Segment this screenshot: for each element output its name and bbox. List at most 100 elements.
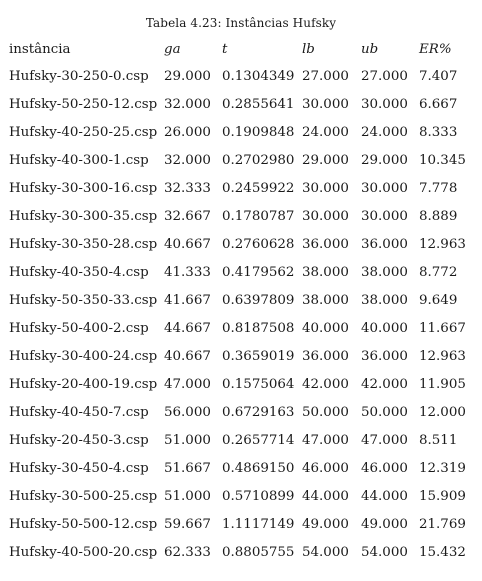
cell-ub: 30.000 xyxy=(361,208,408,224)
cell-t: 0.8805755 xyxy=(222,544,295,560)
cell-instancia: Hufsky-50-400-2.csp xyxy=(9,320,149,336)
cell-ga: 47.000 xyxy=(164,376,211,392)
cell-lb: 27.000 xyxy=(302,68,349,84)
cell-er-percent: 8.511 xyxy=(419,432,458,448)
cell-er-percent: 12.000 xyxy=(419,404,466,420)
cell-instancia: Hufsky-40-250-25.csp xyxy=(9,124,158,140)
cell-ub: 30.000 xyxy=(361,96,408,112)
cell-t: 0.6729163 xyxy=(222,404,295,420)
table-row: Hufsky-50-350-33.csp 41.667 0.6397809 38.00… xyxy=(9,286,469,314)
table-row: Hufsky-30-350-28.csp 40.667 0.2760628 36.00… xyxy=(9,230,469,258)
cell-ub: 24.000 xyxy=(361,124,408,140)
table-row: Hufsky-20-400-19.csp 47.000 0.1575064 42.00… xyxy=(9,370,469,398)
cell-t: 0.4869150 xyxy=(222,460,295,476)
cell-er-percent: 9.649 xyxy=(419,292,458,308)
cell-t: 0.1909848 xyxy=(222,124,295,140)
cell-ga: 59.667 xyxy=(164,516,211,532)
table-row: Hufsky-40-450-7.csp 56.000 0.6729163 50.000… xyxy=(9,398,469,426)
cell-ub: 38.000 xyxy=(361,264,408,280)
table-caption: Tabela 4.23: Instâncias Hufsky xyxy=(145,16,337,30)
cell-ga: 41.333 xyxy=(164,264,211,280)
cell-t: 0.1780787 xyxy=(222,208,295,224)
header-er-percent: ER% xyxy=(419,41,452,57)
cell-lb: 24.000 xyxy=(302,124,349,140)
cell-ga: 62.333 xyxy=(164,544,211,560)
cell-instancia: Hufsky-30-350-28.csp xyxy=(9,236,158,252)
cell-er-percent: 15.909 xyxy=(419,488,466,504)
table-row: Hufsky-30-250-0.csp 29.000 0.1304349 27.000… xyxy=(9,62,469,90)
table-row: Hufsky-40-250-25.csp 26.000 0.1909848 24.00… xyxy=(9,118,469,146)
cell-instancia: Hufsky-30-250-0.csp xyxy=(9,68,149,84)
cell-ga: 29.000 xyxy=(164,68,211,84)
cell-er-percent: 7.407 xyxy=(419,68,458,84)
cell-ub: 38.000 xyxy=(361,292,408,308)
table-row: Hufsky-30-450-4.csp 51.667 0.4869150 46.000… xyxy=(9,454,469,482)
cell-instancia: Hufsky-40-300-1.csp xyxy=(9,152,149,168)
cell-ub: 54.000 xyxy=(361,544,408,560)
cell-instancia: Hufsky-40-500-20.csp xyxy=(9,544,158,560)
header-ga: ga xyxy=(164,41,181,57)
cell-t: 0.6397809 xyxy=(222,292,295,308)
cell-ga: 26.000 xyxy=(164,124,211,140)
cell-ga: 51.000 xyxy=(164,432,211,448)
cell-ga: 41.667 xyxy=(164,292,211,308)
table-row: Hufsky-50-250-12.csp 32.000 0.2855641 30.00… xyxy=(9,90,469,118)
cell-instancia: Hufsky-50-350-33.csp xyxy=(9,292,158,308)
cell-lb: 46.000 xyxy=(302,460,349,476)
table-row: Hufsky-30-300-35.csp 32.667 0.1780787 30.00… xyxy=(9,202,469,230)
table-row: Hufsky-50-400-2.csp 44.667 0.8187508 40.000… xyxy=(9,314,469,342)
table-row: Hufsky-30-400-24.csp 40.667 0.3659019 36.00… xyxy=(9,342,469,370)
cell-instancia: Hufsky-40-450-7.csp xyxy=(9,404,149,420)
header-lb: lb xyxy=(302,41,315,57)
cell-ub: 46.000 xyxy=(361,460,408,476)
cell-er-percent: 11.667 xyxy=(419,320,466,336)
cell-ub: 49.000 xyxy=(361,516,408,532)
cell-t: 0.5710899 xyxy=(222,488,295,504)
cell-er-percent: 8.772 xyxy=(419,264,458,280)
cell-ub: 30.000 xyxy=(361,180,408,196)
cell-er-percent: 21.769 xyxy=(419,516,466,532)
cell-t: 0.2855641 xyxy=(222,96,295,112)
cell-t: 1.1117149 xyxy=(222,516,295,532)
cell-ub: 50.000 xyxy=(361,404,408,420)
cell-t: 0.2702980 xyxy=(222,152,295,168)
cell-lb: 49.000 xyxy=(302,516,349,532)
table-row: Hufsky-40-500-20.csp 62.333 0.8805755 54.00… xyxy=(9,538,469,566)
table-row: Hufsky-40-300-1.csp 32.000 0.2702980 29.000… xyxy=(9,146,469,174)
header-ub: ub xyxy=(361,41,379,57)
cell-er-percent: 7.778 xyxy=(419,180,458,196)
header-instancia: instância xyxy=(9,41,71,57)
cell-lb: 38.000 xyxy=(302,292,349,308)
cell-lb: 40.000 xyxy=(302,320,349,336)
cell-er-percent: 12.963 xyxy=(419,236,466,252)
cell-lb: 29.000 xyxy=(302,152,349,168)
cell-instancia: Hufsky-30-300-16.csp xyxy=(9,180,158,196)
cell-t: 0.4179562 xyxy=(222,264,295,280)
cell-lb: 44.000 xyxy=(302,488,349,504)
table-row: Hufsky-30-300-16.csp 32.333 0.2459922 30.00… xyxy=(9,174,469,202)
cell-lb: 30.000 xyxy=(302,180,349,196)
cell-er-percent: 10.345 xyxy=(419,152,466,168)
cell-er-percent: 6.667 xyxy=(419,96,458,112)
cell-er-percent: 15.432 xyxy=(419,544,466,560)
cell-ga: 56.000 xyxy=(164,404,211,420)
cell-ub: 40.000 xyxy=(361,320,408,336)
cell-t: 0.2657714 xyxy=(222,432,295,448)
cell-instancia: Hufsky-30-400-24.csp xyxy=(9,348,158,364)
cell-instancia: Hufsky-30-500-25.csp xyxy=(9,488,158,504)
table-header: instância ga t lb ub ER% xyxy=(9,36,469,62)
cell-t: 0.1575064 xyxy=(222,376,295,392)
cell-ub: 27.000 xyxy=(361,68,408,84)
cell-ga: 32.000 xyxy=(164,96,211,112)
cell-instancia: Hufsky-30-450-4.csp xyxy=(9,460,149,476)
cell-er-percent: 8.333 xyxy=(419,124,458,140)
cell-ub: 36.000 xyxy=(361,348,408,364)
cell-instancia: Hufsky-20-450-3.csp xyxy=(9,432,149,448)
cell-t: 0.2459922 xyxy=(222,180,295,196)
cell-ga: 40.667 xyxy=(164,348,211,364)
cell-instancia: Hufsky-30-300-35.csp xyxy=(9,208,158,224)
table-row: Hufsky-40-350-4.csp 41.333 0.4179562 38.000… xyxy=(9,258,469,286)
cell-lb: 50.000 xyxy=(302,404,349,420)
cell-lb: 38.000 xyxy=(302,264,349,280)
